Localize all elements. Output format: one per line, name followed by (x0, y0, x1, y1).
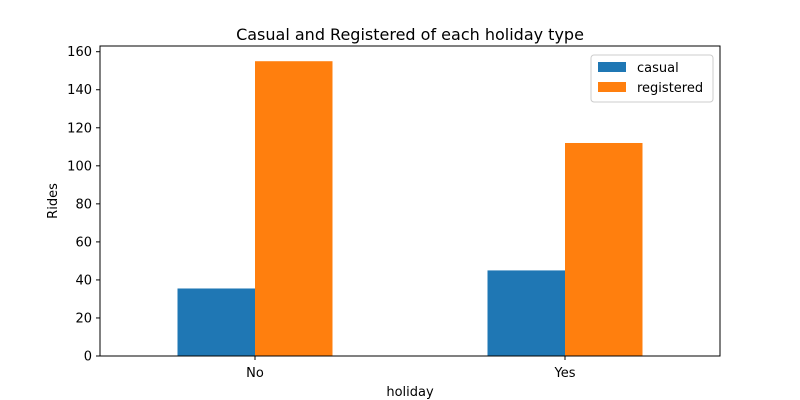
y-axis: 0 20 40 60 80 100 120 140 160 (67, 45, 100, 365)
chart-title: Casual and Registered of each holiday ty… (236, 25, 584, 44)
y-tick-label: 20 (75, 311, 92, 326)
y-tick-label: 0 (84, 350, 92, 365)
bar-casual-no (177, 288, 255, 356)
x-tick-label-yes: Yes (554, 366, 576, 381)
y-tick-label: 140 (67, 83, 92, 98)
bar-registered-no (255, 61, 333, 357)
x-tick-label-no: No (246, 366, 264, 381)
y-tick-label: 120 (67, 121, 92, 136)
bars-layer (177, 61, 643, 357)
y-axis-title: Rides (46, 183, 61, 219)
plot-frame (99, 45, 721, 357)
y-tick-label: 60 (75, 235, 92, 250)
legend-label-registered: registered (637, 81, 703, 96)
legend: casual registered (590, 54, 714, 103)
bar-registered-yes (565, 142, 643, 356)
legend-label-casual: casual (637, 61, 679, 76)
y-tick-label: 40 (75, 273, 92, 288)
x-axis: No Yes (246, 356, 576, 381)
legend-swatch-casual (598, 62, 626, 72)
y-tick-label: 100 (67, 159, 92, 174)
bar-casual-yes (487, 270, 565, 356)
legend-swatch-registered (598, 82, 626, 92)
y-tick-label: 160 (67, 45, 92, 60)
y-tick-label: 80 (75, 197, 92, 212)
x-axis-title: holiday (386, 385, 434, 400)
